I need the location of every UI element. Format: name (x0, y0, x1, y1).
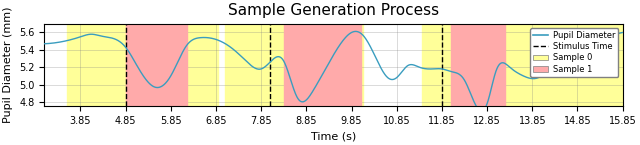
Bar (284, 24, 360, 106)
Bar (67, 24, 218, 106)
Bar (125, 24, 187, 106)
Bar (422, 24, 623, 106)
X-axis label: Time (s): Time (s) (311, 132, 356, 142)
Y-axis label: Pupil Diameter (mm): Pupil Diameter (mm) (3, 7, 13, 123)
Bar (451, 24, 505, 106)
Legend: Pupil Diameter, Stimulus Time, Sample 0, Sample 1: Pupil Diameter, Stimulus Time, Sample 0,… (530, 28, 618, 77)
Title: Sample Generation Process: Sample Generation Process (228, 3, 439, 18)
Bar (225, 24, 363, 106)
